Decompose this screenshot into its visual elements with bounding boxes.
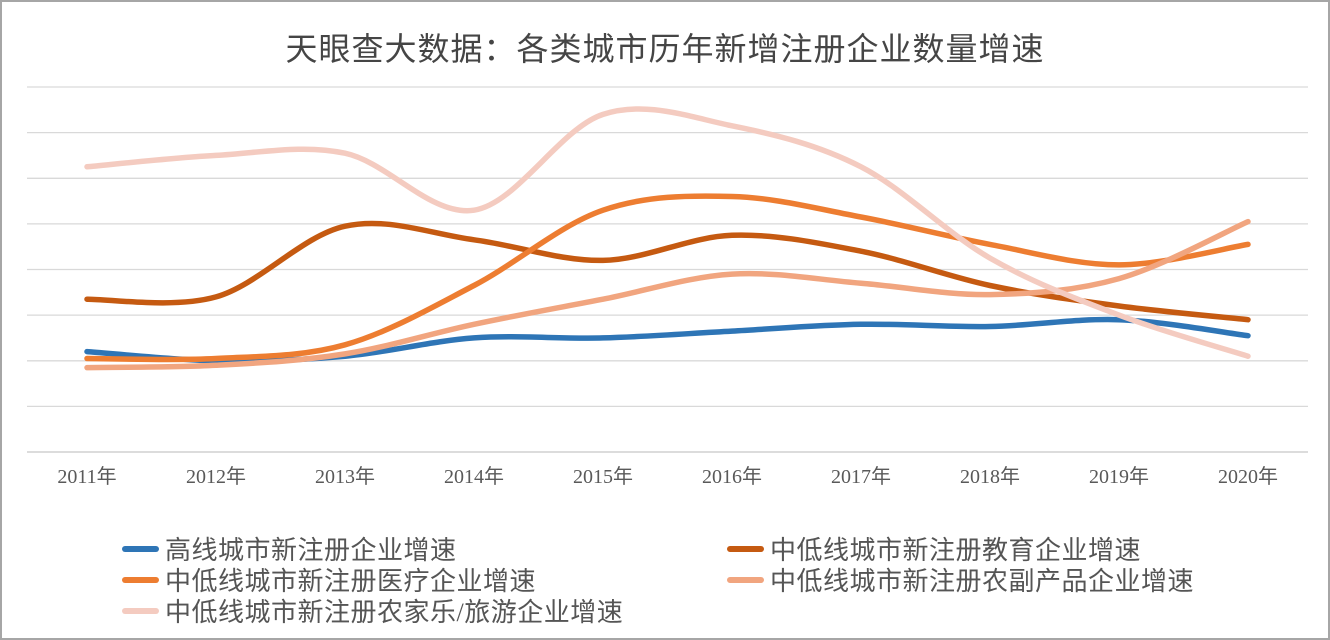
series-line-medical-enterprises [84,193,1251,363]
x-axis-label-2012: 2012年 [186,465,246,488]
x-axis-label-2018: 2018年 [960,465,1020,488]
legend-item-medical: 中低线城市新注册医疗企业增速 [122,566,727,596]
x-axis-label-2015: 2015年 [573,465,633,488]
series-line-education-enterprises [84,220,1251,323]
legend-label: 中低线城市新注册农家乐/旅游企业增速 [165,598,624,627]
legend-item-education: 中低线城市新注册教育企业增速 [727,535,1194,565]
series-line-agri-product-enterprises [84,218,1251,371]
series-line-agritainment-tourism [84,106,1251,359]
x-axis-label-2011: 2011年 [57,465,116,488]
legend: 高线城市新注册企业增速 中低线城市新注册教育企业增速 中低线城市新注册医疗企业增… [122,535,1194,627]
legend-swatch-light-pink-line [122,607,159,614]
x-axis-label-2016: 2016年 [702,465,762,488]
series-lines [84,106,1251,371]
x-axis-label-2014: 2014年 [444,465,504,488]
legend-label: 中低线城市新注册教育企业增速 [770,536,1142,565]
legend-label: 高线城市新注册企业增速 [165,536,457,565]
chart-title: 天眼查大数据：各类城市历年新增注册企业数量增速 [285,31,1045,67]
x-axis-label-2017: 2017年 [831,465,891,488]
legend-swatch-blue-line [122,545,159,552]
line-chart-plot-area: 2011年 2012年 2013年 2014年 2015年 2016年 2017… [27,86,1308,488]
legend-item-agritainment-tourism: 中低线城市新注册农家乐/旅游企业增速 [122,597,727,627]
legend-item-agri-products: 中低线城市新注册农副产品企业增速 [727,566,1194,596]
legend-swatch-salmon-line [727,576,764,583]
x-axis-label-2020: 2020年 [1218,465,1278,488]
legend-label: 中低线城市新注册农副产品企业增速 [770,567,1195,596]
x-axis-labels: 2011年 2012年 2013年 2014年 2015年 2016年 2017… [57,465,1278,488]
gridlines [27,86,1308,453]
legend-swatch-orange-line [122,576,159,583]
legend-item-high-tier-cities: 高线城市新注册企业增速 [122,535,727,565]
legend-swatch-dark-orange-line [727,545,764,552]
legend-label: 中低线城市新注册医疗企业增速 [165,567,537,596]
x-axis-label-2013: 2013年 [315,465,375,488]
x-axis-label-2019: 2019年 [1089,465,1149,488]
